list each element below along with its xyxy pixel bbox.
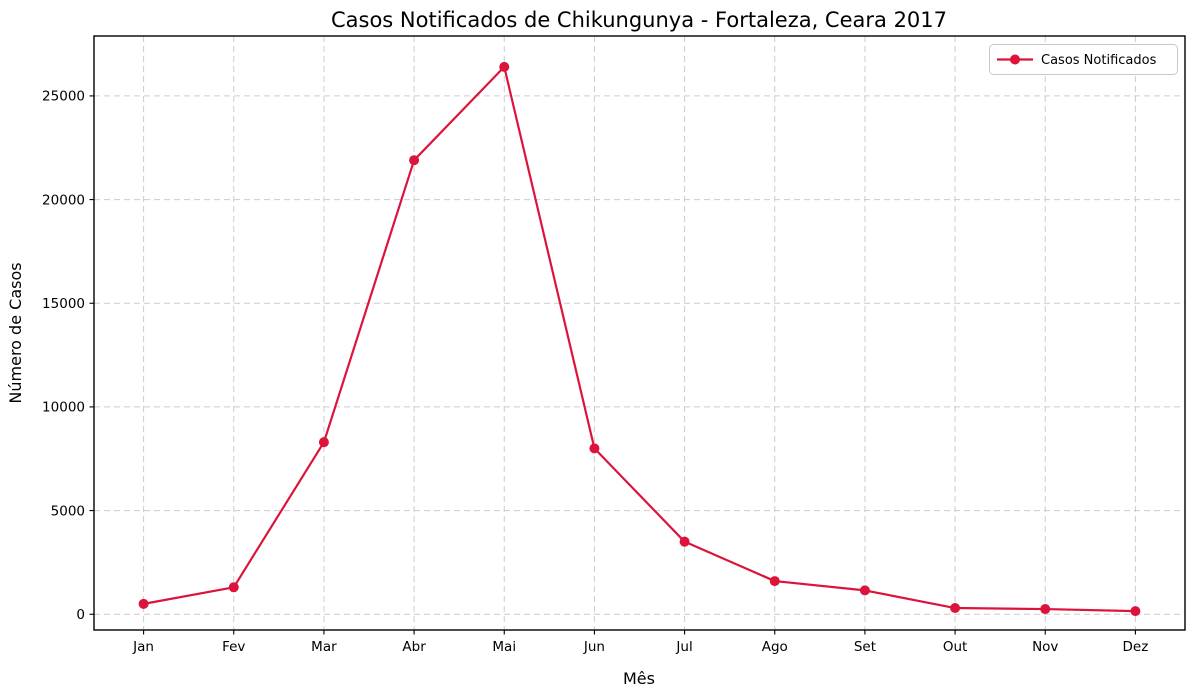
chart-title: Casos Notificados de Chikungunya - Forta… bbox=[331, 8, 947, 32]
data-point bbox=[318, 437, 329, 448]
data-point bbox=[859, 585, 870, 596]
x-tick-label: Mai bbox=[492, 639, 516, 655]
legend-marker-icon bbox=[1010, 54, 1020, 65]
series-casos-notificados bbox=[138, 61, 1141, 617]
y-tick-label: 10000 bbox=[42, 400, 85, 416]
axis-ticks: Jan Fev Mar Abr Mai Jun Jul Ago Set Out Nov Dez 0 500… bbox=[42, 89, 1148, 655]
x-tick-label: Abr bbox=[402, 639, 426, 655]
data-point bbox=[679, 536, 690, 547]
x-tick-label: Out bbox=[943, 639, 967, 655]
y-tick-label: 20000 bbox=[42, 192, 85, 208]
x-tick-label: Ago bbox=[762, 639, 788, 655]
x-tick-label: Fev bbox=[222, 639, 245, 655]
x-tick-label: Jun bbox=[583, 639, 605, 655]
data-point bbox=[138, 598, 149, 609]
gridlines bbox=[94, 36, 1185, 630]
legend-label: Casos Notificados bbox=[1041, 53, 1157, 68]
data-point bbox=[1130, 606, 1141, 617]
legend: Casos Notificados bbox=[989, 44, 1178, 75]
y-tick-label: 0 bbox=[76, 607, 85, 623]
x-tick-label: Mar bbox=[311, 639, 337, 655]
data-point bbox=[228, 582, 239, 593]
x-tick-label: Set bbox=[854, 639, 876, 655]
data-point bbox=[950, 603, 961, 614]
x-tick-label: Jul bbox=[675, 639, 692, 655]
y-tick-label: 25000 bbox=[42, 89, 85, 105]
series-line bbox=[142, 65, 1137, 613]
x-tick-label: Nov bbox=[1032, 639, 1058, 655]
data-point bbox=[1040, 604, 1051, 615]
y-tick-label: 15000 bbox=[42, 296, 85, 312]
data-point bbox=[409, 155, 420, 166]
data-point bbox=[769, 576, 780, 587]
plot-border bbox=[93, 35, 1186, 631]
y-tick-label: 5000 bbox=[51, 503, 85, 519]
legend-box bbox=[989, 44, 1178, 75]
y-axis-label: Número de Casos bbox=[6, 262, 25, 403]
data-point bbox=[589, 443, 600, 454]
x-tick-label: Jan bbox=[132, 639, 154, 655]
x-tick-label: Dez bbox=[1123, 639, 1149, 655]
x-axis-label: Mês bbox=[623, 669, 655, 688]
data-point bbox=[499, 61, 510, 72]
